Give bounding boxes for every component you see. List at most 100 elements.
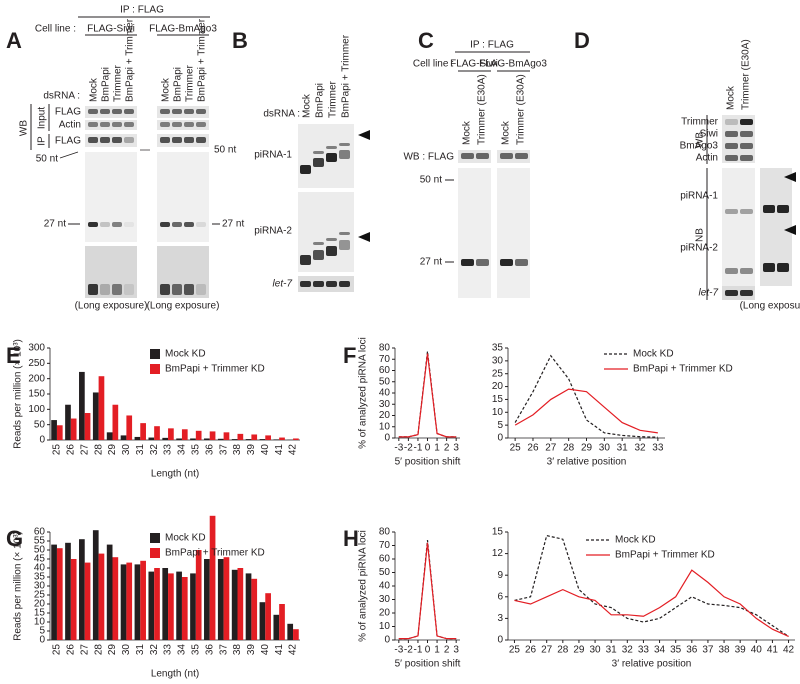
y-tick-label: 50 [34, 545, 46, 556]
x-tick-label: 2 [444, 443, 450, 454]
gel-band [88, 222, 98, 227]
x-tick-label: 36 [204, 444, 215, 456]
legend-label: Mock KD [165, 349, 206, 360]
row-label: piRNA-2 [254, 226, 292, 237]
y-tick-label: 25 [492, 368, 504, 379]
lane-label: Mock [89, 77, 100, 102]
legend-label: BmPapi + Trimmer KD [615, 550, 715, 561]
x-tick-label: -2 [404, 443, 413, 454]
x-tick-label: 2 [444, 645, 450, 656]
arrowhead [358, 130, 370, 140]
lane-label: BmPapi [173, 67, 184, 102]
cell-line: FLAG-BmAgo3 [479, 59, 547, 70]
gel-band [339, 232, 350, 235]
x-tick-label: 28 [93, 444, 104, 456]
x-tick-label: 27 [541, 645, 553, 656]
gel-band [196, 137, 206, 143]
y-tick-label: 10 [34, 617, 46, 628]
bar [209, 515, 216, 640]
x-tick-label: 34 [177, 444, 188, 456]
bar [51, 544, 57, 640]
gel-band [172, 109, 182, 114]
bar [204, 559, 210, 640]
gel-band [740, 143, 753, 149]
gel-band [725, 131, 738, 137]
x-tick-label: 36 [686, 645, 698, 656]
gel-band [88, 284, 98, 295]
wb-label: WB : FLAG [403, 152, 454, 163]
y-tick-label: 10 [379, 621, 391, 632]
gel-band [777, 263, 789, 272]
bar [112, 557, 119, 640]
bar [259, 439, 266, 440]
y-tick-label: 35 [492, 343, 504, 354]
x-tick-label: 30 [121, 644, 132, 656]
bar [195, 430, 202, 440]
gel-band [740, 290, 753, 296]
y-tick-label: 30 [34, 581, 46, 592]
x-tick-label: 30 [599, 443, 611, 454]
bar [65, 542, 71, 640]
gel-band [740, 209, 753, 214]
x-tick-label: 37 [702, 645, 714, 656]
legend-label: Mock KD [633, 349, 674, 360]
bar [168, 573, 174, 640]
x-tick-label: 28 [93, 644, 104, 656]
bar [65, 404, 71, 440]
x-tick-label: 27 [79, 444, 90, 456]
gel-band [184, 109, 194, 114]
bar [190, 438, 196, 440]
gel [85, 152, 137, 242]
y-tick-label: 40 [379, 581, 391, 592]
bar [98, 553, 105, 640]
y-tick-label: 20 [379, 608, 391, 619]
x-tick-label: 41 [274, 644, 285, 656]
bar [70, 559, 77, 640]
gel-band [515, 153, 528, 159]
gel-band [112, 222, 122, 227]
x-axis-label: 5′ position shift [395, 659, 461, 670]
gel-band [160, 137, 170, 143]
row-label: let-7 [699, 288, 719, 299]
x-tick-label: 32 [634, 443, 646, 454]
x-tick-label: 35 [190, 444, 201, 456]
x-tick-label: 29 [581, 443, 593, 454]
gel-band [500, 259, 513, 266]
gel-band [339, 143, 350, 146]
bar [265, 435, 271, 440]
panel-label: G [6, 526, 23, 551]
size-marker: 50 nt [214, 145, 236, 156]
bar [293, 629, 299, 640]
lane-label: Trimmer (E30A) [516, 74, 527, 145]
lane-label: BmPapi + Trimmer [125, 18, 136, 102]
x-tick-label: 31 [135, 444, 146, 456]
bar [251, 578, 258, 640]
y-tick-label: 60 [379, 365, 391, 376]
x-tick-label: 0 [425, 645, 431, 656]
x-tick-label: 37 [218, 644, 229, 656]
bar [162, 437, 169, 440]
y-tick-label: 50 [34, 419, 46, 430]
x-tick-label: 32 [149, 444, 160, 456]
gel [85, 106, 137, 118]
legend-swatch [150, 533, 160, 543]
y-axis-label: % of analyzed piRNA loci [358, 530, 369, 642]
gel-band [184, 284, 194, 295]
y-tick-label: 40 [379, 388, 391, 399]
x-tick-label: 33 [638, 645, 650, 656]
input-label: Input [37, 107, 48, 129]
x-tick-label: 30 [590, 645, 602, 656]
bar [273, 614, 280, 640]
x-tick-label: 31 [617, 443, 629, 454]
gel-band [740, 131, 753, 137]
wb-label: WB [19, 120, 30, 136]
gel [722, 286, 755, 300]
bar [237, 568, 244, 640]
y-tick-label: 200 [28, 373, 45, 384]
row-label: Trimmer [681, 117, 719, 128]
x-tick-label: -3 [394, 443, 403, 454]
gel-band [160, 284, 170, 295]
y-axis-label: Reads per million (× 10³) [13, 339, 24, 449]
gel-band [112, 109, 122, 114]
